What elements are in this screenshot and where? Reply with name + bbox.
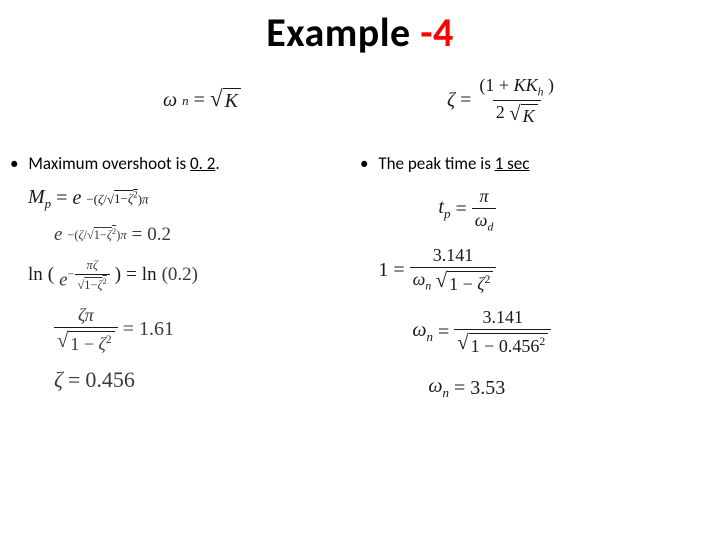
val-0456: 0.456 (85, 367, 135, 393)
overshoot-value: 0. 2 (190, 153, 215, 174)
one: 1 (378, 259, 388, 282)
frac-den: 2 √K (493, 100, 541, 127)
val-02: 0.2 (147, 224, 171, 246)
title-black: Example (266, 8, 420, 57)
bullets-row: Maximum overshoot is 0. 2. The peak time… (0, 153, 720, 174)
omega: ω (163, 89, 177, 112)
eq-mp: Mp = e−(ζ/√1−ζ2)π (28, 186, 374, 212)
eq-zeta0456: ζ = 0.456 (54, 367, 374, 393)
frac-zetapi: ζπ √1 − ζ2 (54, 305, 118, 355)
radicand-K: K (223, 88, 241, 113)
eq-zeta: ζ = (1 + KKh ) 2 √K (447, 75, 557, 127)
eq-ln: ln( e−πζ√1−ζ2 ) = ln (0.2) (28, 258, 374, 293)
right-equations: tp = π ωd 1 = 3.141 ωn √1 − ζ2 ωn = 3.14… (374, 186, 720, 414)
eq-e02: e−(ζ/√1−ζ2)π = 0.2 (54, 224, 374, 246)
eq-161: ζπ √1 − ζ2 = 1.61 (54, 305, 374, 355)
peaktime-value: 1 sec (495, 153, 530, 174)
zeta: ζ (447, 89, 455, 112)
frac-zeta: (1 + KKh ) 2 √K (476, 75, 557, 127)
exp02: −(ζ/√1−ζ2)π (67, 226, 126, 243)
bullet-peaktime: The peak time is 1 sec (360, 153, 710, 174)
equals: = (460, 89, 471, 112)
eq-wn: ωn = √K (163, 75, 241, 127)
left-equations: Mp = e−(ζ/√1−ζ2)π e−(ζ/√1−ζ2)π = 0.2 ln(… (0, 186, 374, 414)
mp-exponent: −(ζ/√1−ζ2)π (86, 190, 148, 207)
top-formulas: ωn = √K ζ = (1 + KKh ) 2 √K (0, 75, 720, 139)
sqrt-icon: √K (509, 104, 537, 127)
val-353: 3.53 (470, 377, 505, 400)
math-area: Mp = e−(ζ/√1−ζ2)π e−(ζ/√1−ζ2)π = 0.2 ln(… (0, 186, 720, 414)
sqrt-icon: √K (210, 88, 241, 113)
frac-num: (1 + KKh ) (476, 75, 557, 100)
equals: = (194, 89, 205, 112)
eq-wn-3141: ωn = 3.141 √1 − 0.4562 (412, 307, 720, 357)
eq-1: 1 = 3.141 ωn √1 − ζ2 (378, 245, 720, 295)
sub-n: n (182, 93, 189, 109)
frac-3141a: 3.141 ωn √1 − ζ2 (410, 245, 497, 295)
eq-tp: tp = π ωd (438, 186, 720, 234)
slide-title: Example -4 (0, 8, 720, 57)
bullet-overshoot: Maximum overshoot is 0. 2. (10, 153, 360, 174)
val-161: 1.61 (139, 318, 174, 341)
title-red: -4 (420, 8, 454, 57)
frac-pi-wd: π ωd (472, 186, 497, 234)
eq-wn-353: ωn = 3.53 (428, 375, 720, 401)
frac-3141b: 3.141 √1 − 0.4562 (454, 307, 551, 357)
